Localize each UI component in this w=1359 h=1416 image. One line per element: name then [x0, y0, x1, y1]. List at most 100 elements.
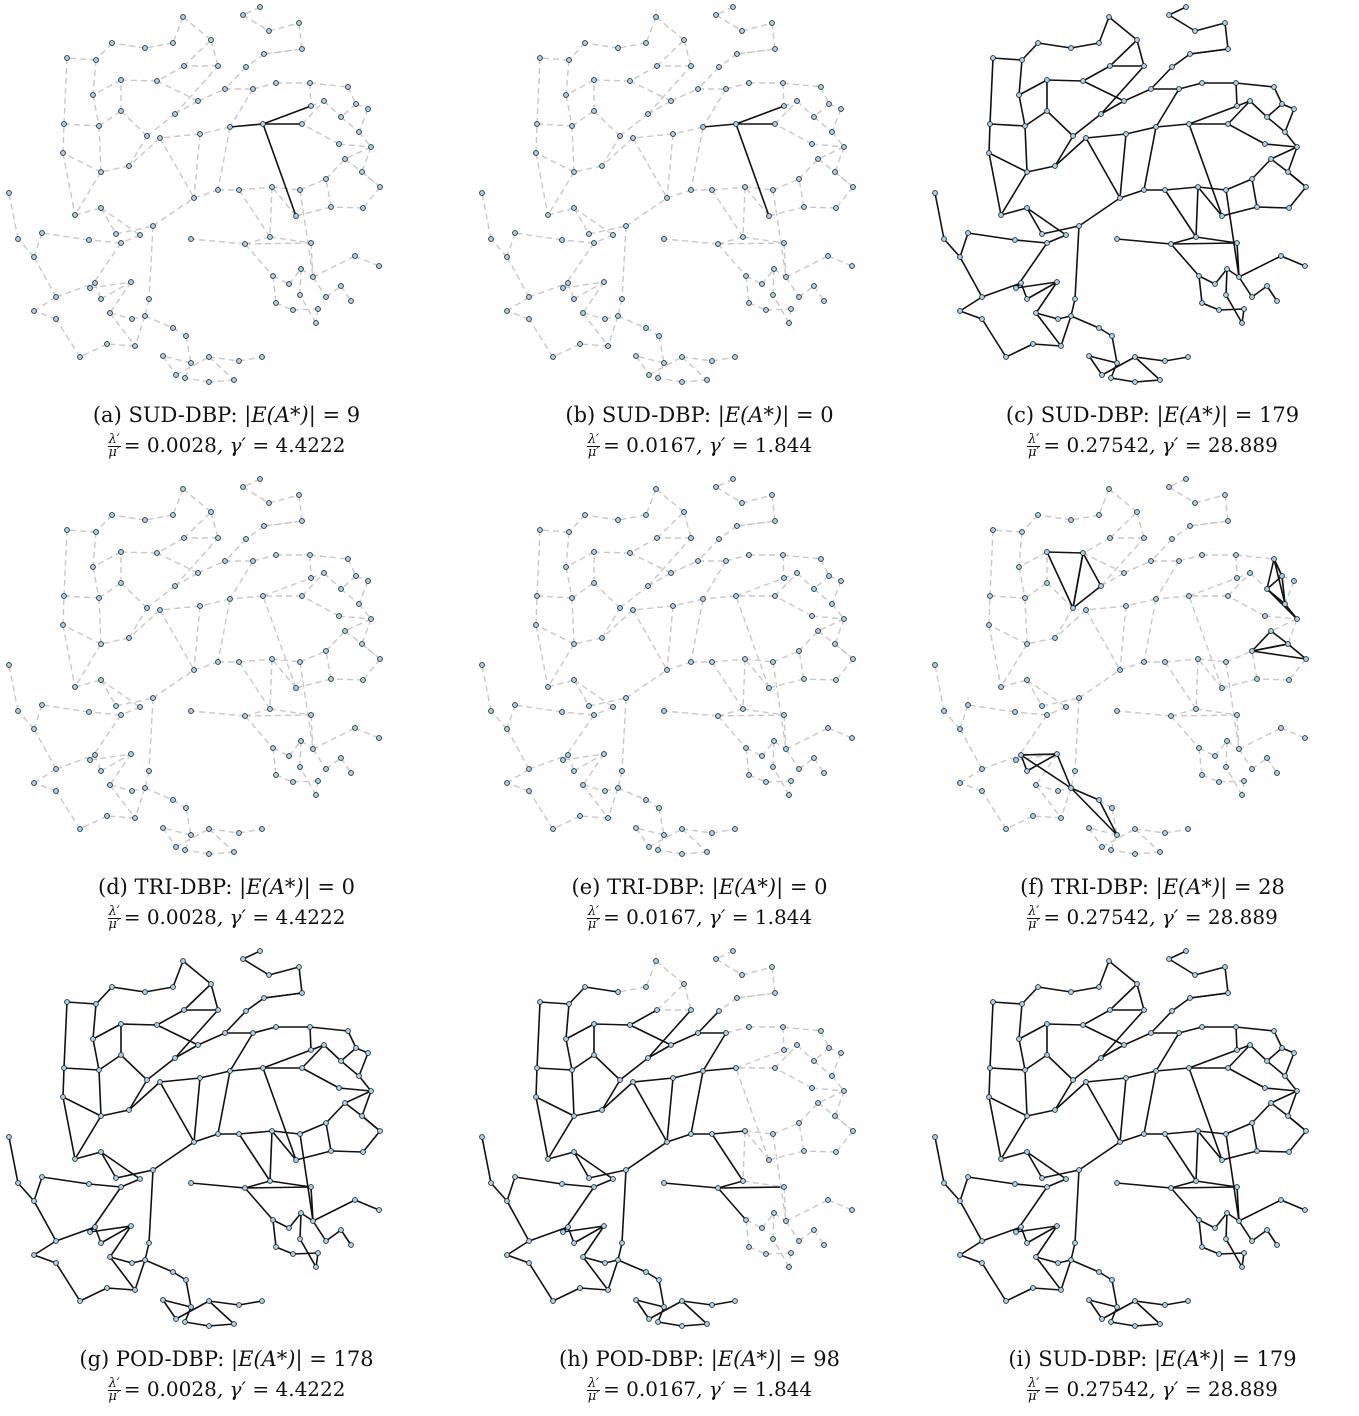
graph-node	[77, 354, 83, 360]
inactive-edge	[761, 268, 775, 285]
graph-node	[550, 826, 556, 832]
graph-node	[310, 746, 316, 752]
graph-node	[368, 1088, 374, 1094]
inactive-edge	[325, 757, 342, 770]
inactive-edge	[798, 178, 805, 208]
graph-node	[1199, 1024, 1205, 1030]
graph-node	[307, 1024, 313, 1030]
inactive-edge	[657, 849, 683, 855]
graph-node	[559, 1181, 565, 1187]
graph-node	[257, 4, 263, 10]
graph-node	[571, 1240, 577, 1246]
graph-node	[1236, 274, 1242, 280]
inactive-edge	[635, 355, 650, 376]
inactive-edge	[1070, 514, 1100, 521]
graph-node	[269, 1128, 275, 1134]
active-edge	[1018, 1003, 1023, 1040]
graph-node	[723, 1030, 729, 1036]
graph-node	[488, 708, 494, 714]
graph-node	[109, 40, 115, 46]
active-edge	[175, 1300, 210, 1320]
graph-node	[342, 156, 348, 162]
graph-node	[142, 785, 148, 791]
graph-node	[1183, 4, 1189, 10]
graph-node	[1106, 486, 1112, 492]
graph-node	[365, 106, 371, 112]
inactive-edge	[632, 609, 668, 671]
ratio-value: = 0.27542	[1043, 905, 1150, 929]
inactive-edge	[658, 335, 665, 364]
graph-node	[1016, 92, 1022, 98]
graph-node	[565, 752, 571, 758]
active-edge	[1194, 22, 1226, 32]
graph-node	[261, 51, 267, 57]
inactive-edge	[645, 488, 657, 516]
gamma-lhs: , γ′ =	[216, 433, 276, 457]
graph-node	[1044, 77, 1050, 83]
active-edge	[565, 1023, 595, 1040]
active-edge	[1238, 1220, 1253, 1242]
inactive-edge	[744, 658, 774, 663]
active-edge	[338, 1087, 372, 1092]
active-edge	[629, 1024, 672, 1046]
graph-node	[526, 1238, 532, 1244]
active-edge	[528, 1226, 569, 1242]
active-edge	[1078, 197, 1121, 227]
graph-node	[1249, 648, 1255, 654]
graph-node	[1019, 529, 1025, 535]
active-edge	[573, 1225, 605, 1244]
inactive-edge	[772, 189, 787, 278]
active-edge	[481, 1136, 492, 1184]
graph-node	[645, 1055, 651, 1061]
graph-node	[829, 1073, 835, 1079]
inactive-edge	[782, 82, 785, 107]
active-edge	[1088, 1299, 1103, 1320]
active-edge	[506, 1240, 530, 1256]
inactive-edge	[106, 343, 136, 347]
graph-node	[348, 770, 354, 776]
graph-node	[695, 86, 701, 92]
graph-node	[195, 98, 201, 104]
graph-node	[191, 1139, 197, 1145]
panel-e: (e) TRI-DBP: |E(A*)| = 0 λ′ μ′ = 0.0167, γ′…	[473, 472, 926, 944]
active-edge	[1088, 1299, 1118, 1308]
graph-node	[297, 1236, 303, 1242]
graph-node	[1024, 296, 1030, 302]
graph-node	[533, 622, 539, 628]
active-edge	[301, 1044, 325, 1069]
graph-node	[1225, 518, 1231, 524]
inactive-edge	[269, 708, 312, 716]
graph-node	[713, 484, 719, 490]
inactive-edge	[771, 22, 776, 50]
active-edge	[934, 192, 945, 240]
graph-node	[93, 57, 99, 63]
graph-node	[222, 86, 228, 92]
inactive-edge	[63, 57, 68, 125]
active-edge	[229, 1067, 264, 1072]
graph-node	[296, 964, 302, 970]
inactive-edge	[827, 255, 853, 267]
fraction-denominator: μ′	[108, 445, 120, 460]
inactive-edge	[1251, 650, 1258, 680]
graph-node	[1068, 785, 1074, 791]
graph-node	[321, 98, 327, 104]
inactive-edge	[1035, 784, 1059, 792]
graph-node	[1132, 1323, 1138, 1329]
network-graph	[932, 476, 1309, 857]
graph-node	[345, 1028, 351, 1034]
inactive-edge	[1119, 661, 1145, 671]
graph-node	[1108, 847, 1114, 853]
inactive-edge	[772, 661, 787, 750]
active-edge	[100, 1109, 130, 1117]
graph-node	[1234, 1184, 1240, 1190]
ratio-fraction: λ′ μ′	[1027, 905, 1041, 931]
graph-node	[1195, 184, 1201, 190]
graph-node	[1109, 805, 1115, 811]
inactive-edge	[162, 827, 177, 848]
graph-node	[577, 1285, 583, 1291]
graph-node	[39, 230, 45, 236]
graph-node	[1072, 1240, 1078, 1246]
active-edge	[144, 986, 174, 993]
graph-node	[763, 307, 769, 313]
inactive-edge	[312, 727, 356, 750]
